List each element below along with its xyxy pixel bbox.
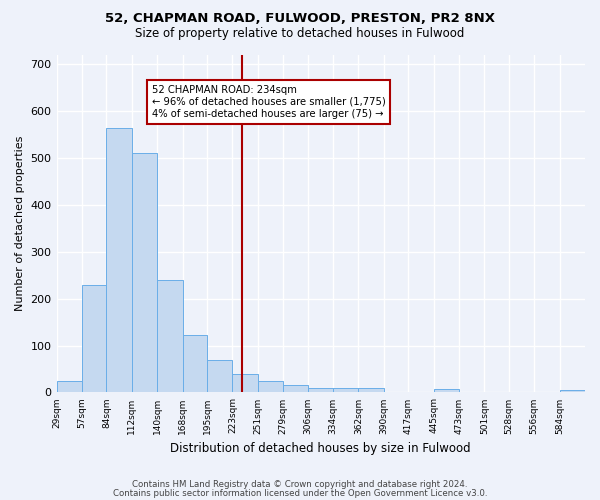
Bar — [182, 336, 207, 392]
Bar — [207, 360, 232, 392]
Bar — [308, 388, 333, 392]
Bar — [56, 380, 82, 392]
Bar — [232, 374, 258, 392]
Bar — [106, 128, 132, 392]
Text: Contains public sector information licensed under the Open Government Licence v3: Contains public sector information licen… — [113, 488, 487, 498]
Bar — [82, 284, 106, 393]
Text: 52, CHAPMAN ROAD, FULWOOD, PRESTON, PR2 8NX: 52, CHAPMAN ROAD, FULWOOD, PRESTON, PR2 … — [105, 12, 495, 26]
Bar — [333, 388, 358, 392]
Bar — [283, 386, 308, 392]
Bar — [132, 154, 157, 392]
Text: Contains HM Land Registry data © Crown copyright and database right 2024.: Contains HM Land Registry data © Crown c… — [132, 480, 468, 489]
Text: Size of property relative to detached houses in Fulwood: Size of property relative to detached ho… — [136, 28, 464, 40]
Text: 52 CHAPMAN ROAD: 234sqm
← 96% of detached houses are smaller (1,775)
4% of semi-: 52 CHAPMAN ROAD: 234sqm ← 96% of detache… — [152, 86, 385, 118]
Bar — [434, 388, 459, 392]
Bar — [258, 380, 283, 392]
Bar — [157, 280, 182, 392]
Bar — [560, 390, 585, 392]
Y-axis label: Number of detached properties: Number of detached properties — [15, 136, 25, 312]
X-axis label: Distribution of detached houses by size in Fulwood: Distribution of detached houses by size … — [170, 442, 471, 455]
Bar — [358, 388, 384, 392]
